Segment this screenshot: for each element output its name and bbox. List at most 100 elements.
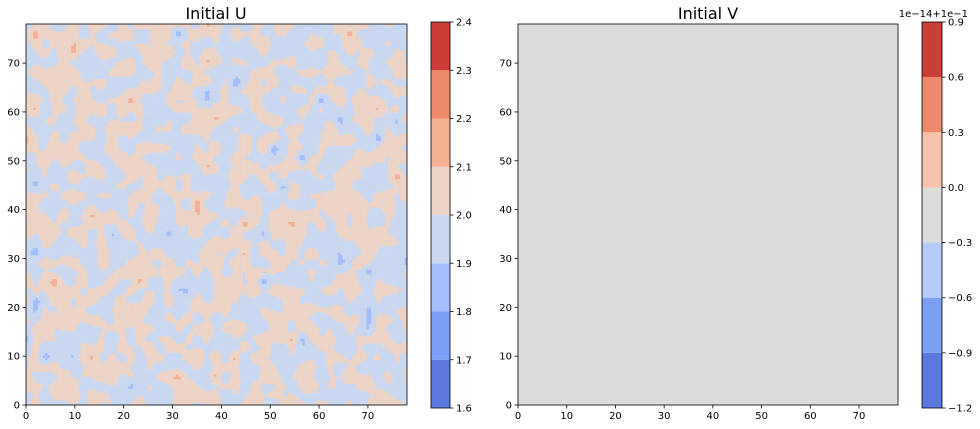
u-contour-cell: [216, 359, 220, 363]
u-contour-cell: [373, 366, 377, 370]
u-contour-cell: [280, 381, 284, 384]
u-contour-cell: [204, 362, 208, 365]
u-contour-cell: [111, 381, 115, 384]
u-contour-cell: [402, 364, 405, 368]
u-contour-cell: [114, 352, 117, 356]
u-contour-cell: [311, 383, 315, 387]
u-contour-cell: [180, 340, 184, 344]
u-contour-cell: [235, 400, 239, 403]
u-contour-cell: [314, 354, 317, 358]
u-contour-cell: [292, 390, 296, 394]
u-contour-cell: [316, 390, 320, 394]
u-contour-cell: [52, 338, 55, 342]
u-contour-cell: [185, 352, 189, 356]
u-contour-cell: [168, 364, 172, 368]
u-contour-cell: [130, 390, 134, 394]
u-contour-cell: [326, 362, 329, 365]
u-contour-cell: [276, 335, 279, 339]
u-contour-cell: [192, 354, 196, 358]
u-contour-cell: [302, 376, 305, 380]
u-contour-cell: [142, 335, 146, 339]
u-contour-cell: [59, 381, 63, 384]
u-contour-cell: [361, 400, 365, 403]
u-contour-cell: [390, 388, 394, 392]
u-contour-cell: [345, 393, 348, 396]
u-contour-cell: [321, 364, 325, 368]
u-contour-cell: [123, 395, 127, 399]
u-contour-cell: [83, 378, 86, 382]
u-contour-cell: [118, 374, 122, 377]
u-contour-cell: [130, 397, 134, 401]
u-contour-cell: [285, 381, 289, 384]
u-contour-cell: [299, 395, 303, 399]
u-contour-cell: [280, 352, 284, 356]
u-contour-cell: [73, 376, 77, 380]
u-contour-cell: [366, 371, 370, 375]
u-contour-cell: [80, 343, 84, 346]
u-contour-cell: [35, 347, 39, 351]
u-contour-cell: [71, 390, 74, 394]
u-contour-cell: [49, 395, 53, 399]
u-contour-cell: [90, 369, 94, 373]
u-contour-cell: [283, 352, 286, 356]
u-contour-cell: [283, 374, 286, 377]
u-contour-cell: [109, 357, 113, 361]
u-contour-cell: [333, 359, 336, 363]
u-contour-cell: [171, 374, 174, 377]
u-contour-cell: [318, 333, 322, 337]
u-contour-cell: [349, 357, 353, 361]
u-contour-cell: [378, 371, 382, 375]
u-contour-cell: [240, 397, 244, 401]
u-contour-cell: [385, 366, 389, 370]
u-contour-cell: [376, 362, 379, 365]
u-contour-cell: [259, 395, 263, 399]
u-contour-cell: [76, 345, 79, 349]
u-contour-cell: [287, 350, 291, 353]
u-contour-cell: [118, 369, 122, 373]
u-contour-cell: [59, 354, 63, 358]
u-contour-cell: [209, 335, 213, 339]
u-contour-cell: [128, 343, 132, 346]
u-contour-cell: [137, 388, 141, 392]
u-contour-cell: [242, 347, 246, 351]
u-contour-cell: [254, 402, 258, 406]
u-contour-cell: [64, 364, 67, 368]
u-contour-cell: [183, 366, 186, 370]
u-contour-cell: [226, 345, 229, 349]
u-contour-cell: [366, 376, 370, 380]
u-contour-cell: [278, 393, 282, 396]
u-contour-cell: [116, 350, 120, 353]
u-contour-cell: [64, 397, 67, 401]
u-contour-cell: [235, 390, 239, 394]
u-contour-cell: [140, 331, 144, 334]
u-contour-cell: [133, 378, 136, 382]
u-contour-cell: [137, 338, 141, 342]
u-contour-cell: [259, 345, 263, 349]
u-contour-cell: [102, 381, 105, 384]
u-contour-cell: [359, 362, 363, 365]
u-contour-cell: [102, 354, 105, 358]
u-contour-cell: [49, 385, 53, 389]
u-contour-cell: [347, 364, 351, 368]
u-contour-cell: [266, 397, 270, 401]
u-contour-cell: [330, 345, 334, 349]
u-contour-cell: [245, 395, 248, 399]
u-contour-cell: [245, 397, 248, 401]
u-contour-cell: [121, 335, 124, 339]
u-contour-cell: [297, 369, 301, 373]
u-contour-cell: [364, 395, 367, 399]
u-contour-cell: [147, 385, 151, 389]
u-contour-cell: [133, 340, 136, 344]
u-contour-cell: [33, 338, 36, 342]
u-contour-cell: [242, 333, 246, 337]
u-contour-cell: [145, 395, 148, 399]
u-contour-cell: [259, 371, 263, 375]
u-contour-cell: [185, 374, 189, 377]
u-contour-cell: [214, 374, 217, 377]
u-contour-cell: [166, 393, 170, 396]
u-contour-cell: [178, 333, 182, 337]
u-contour-cell: [318, 354, 322, 358]
u-contour-cell: [199, 352, 203, 356]
u-contour-cell: [328, 390, 332, 394]
u-contour-cell: [261, 388, 265, 392]
